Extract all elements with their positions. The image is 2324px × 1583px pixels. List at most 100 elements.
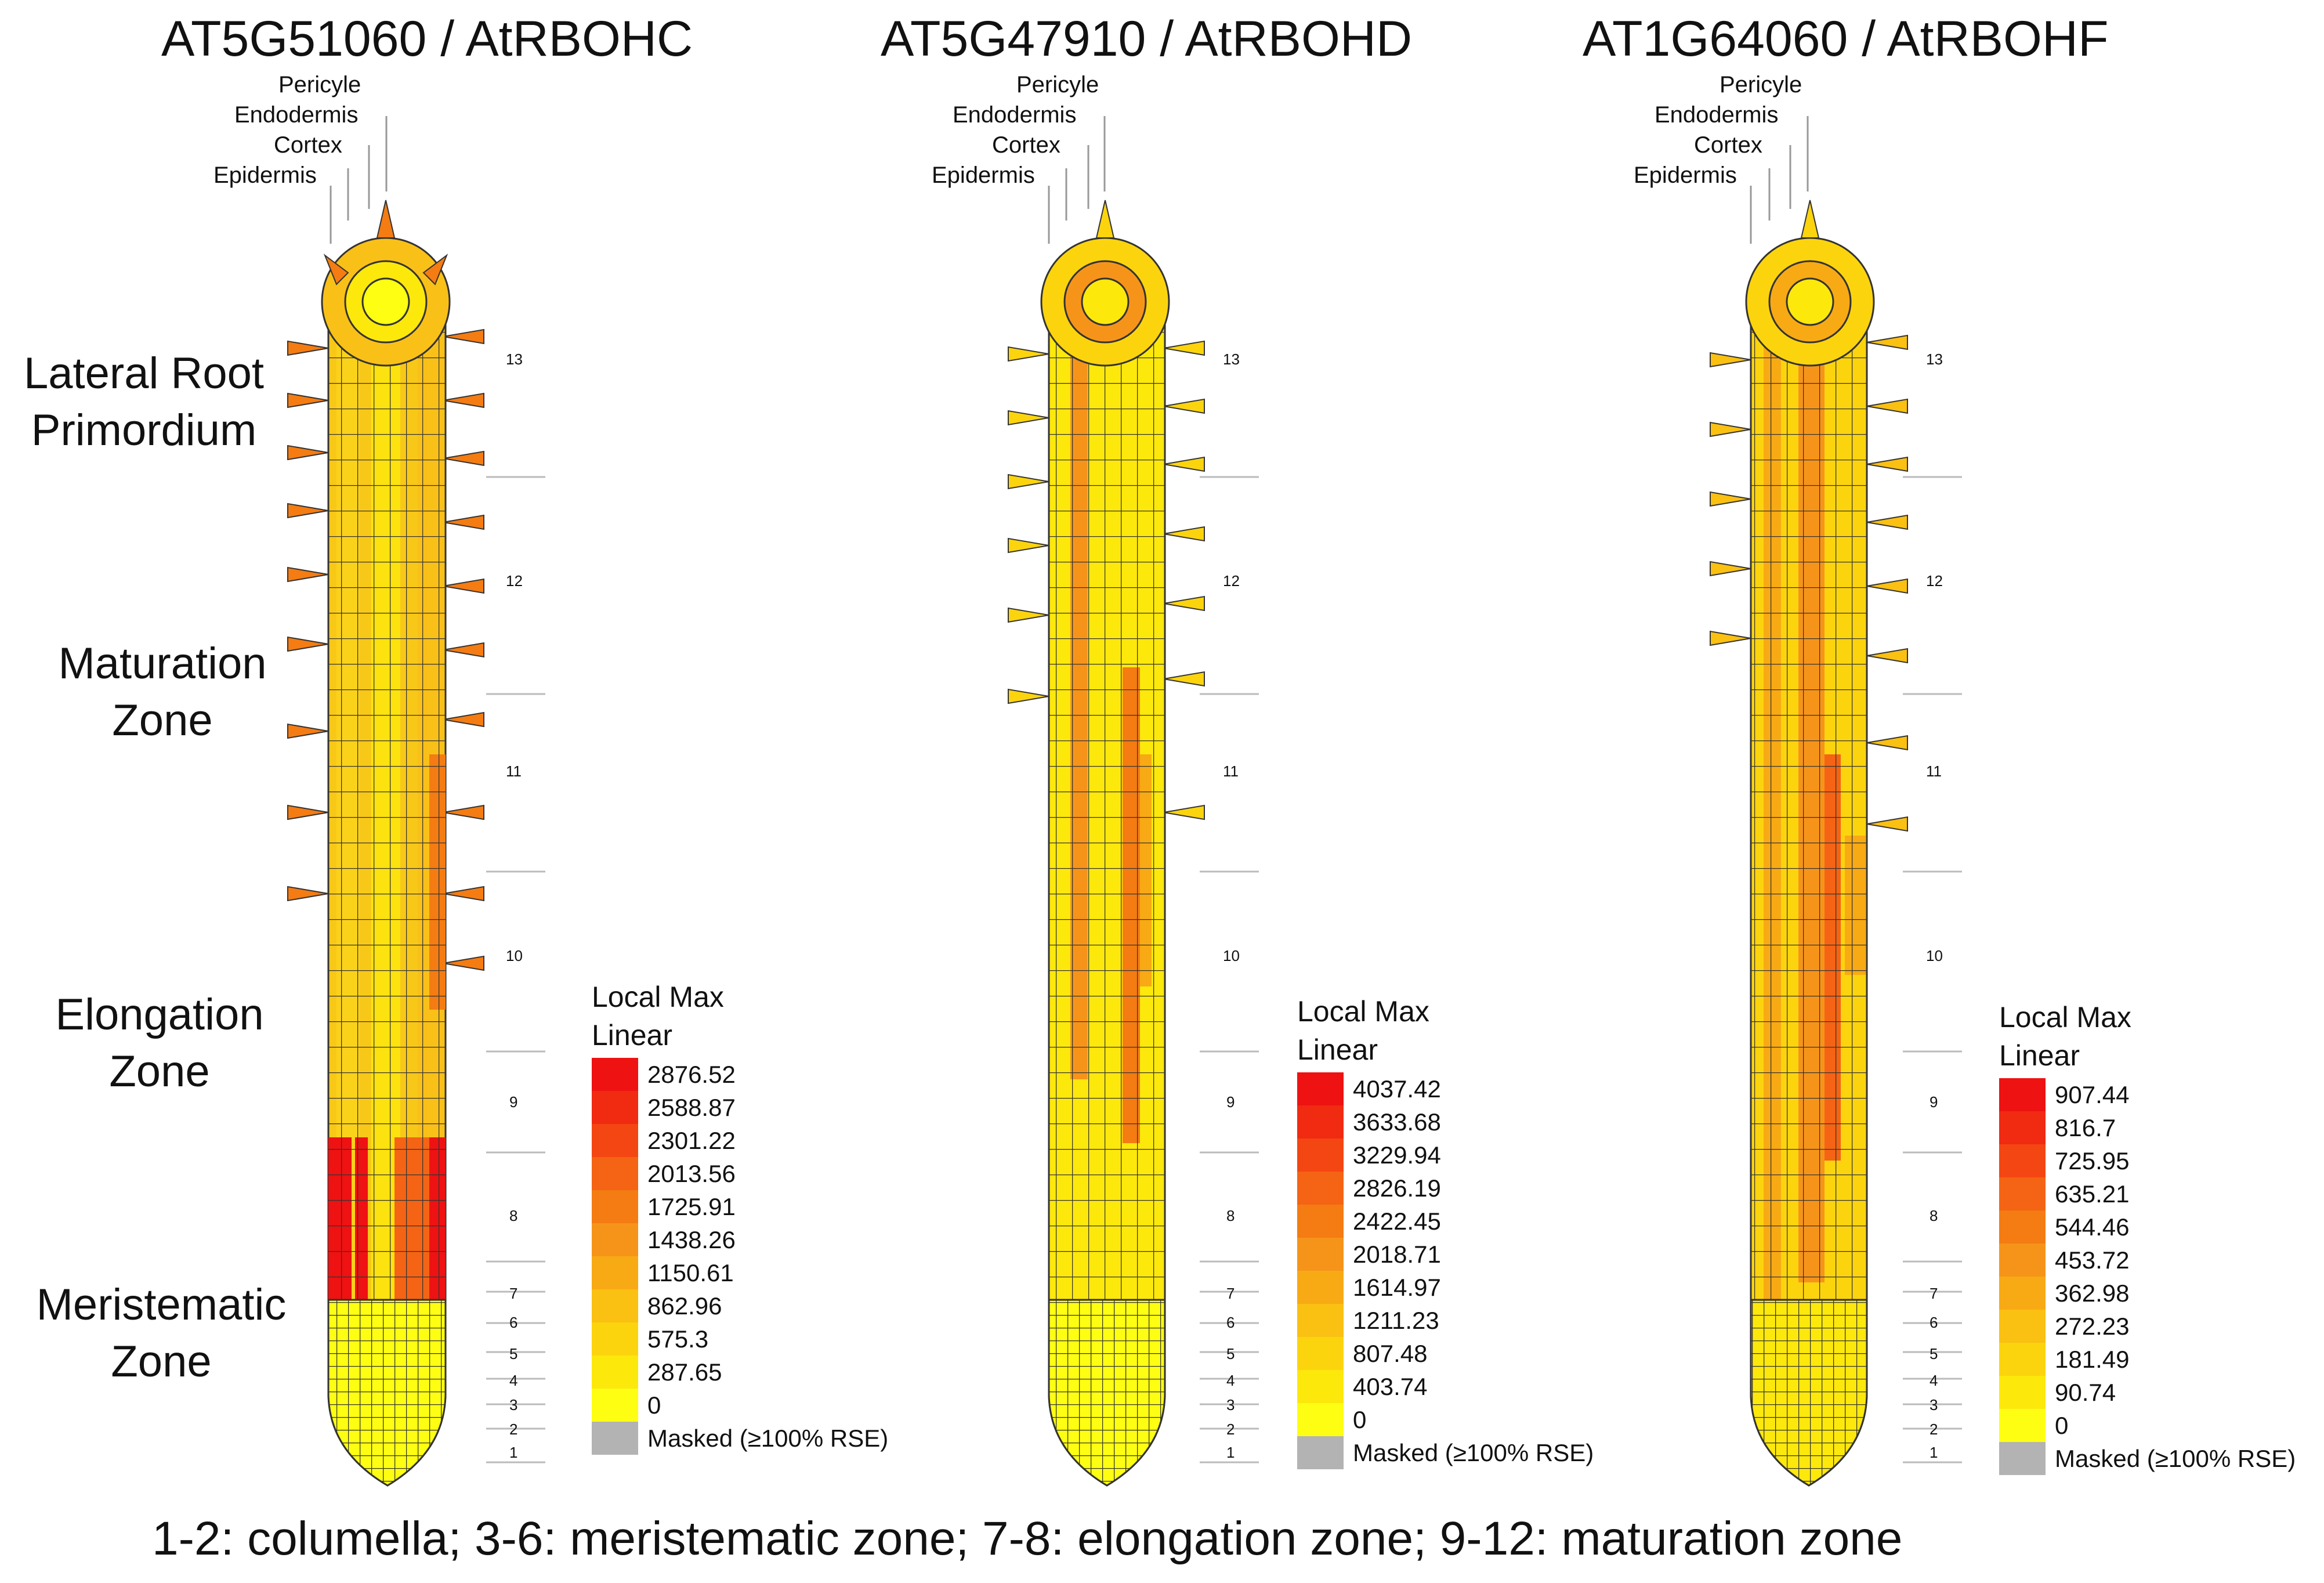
tissue-label-pericycle: Pericyle xyxy=(278,72,361,97)
zone-label-line: Elongation xyxy=(55,990,264,1039)
legend-value: 403.74 xyxy=(1353,1373,1428,1400)
legend-swatch xyxy=(592,1058,638,1091)
zone-label-maturation: Maturation Zone xyxy=(29,635,296,749)
segment-number: 5 xyxy=(1226,1345,1235,1362)
legend-value: 2588.87 xyxy=(647,1094,736,1121)
legend-value: 272.23 xyxy=(2055,1313,2130,1340)
segment-number: 7 xyxy=(509,1285,518,1302)
segment-number: 3 xyxy=(509,1396,518,1414)
zone-label-line: Zone xyxy=(112,696,213,745)
zone-label-line: Zone xyxy=(109,1047,210,1096)
legend-swatch xyxy=(592,1157,638,1190)
legend-swatch xyxy=(1297,1072,1344,1105)
tissue-label-cortex: Cortex xyxy=(992,132,1060,158)
tissue-label-endodermis: Endodermis xyxy=(1655,102,1779,128)
segment-number: 5 xyxy=(1930,1345,1938,1362)
panel-title-1: AT5G51060 / AtRBOHC xyxy=(161,11,693,67)
legend-swatch xyxy=(1999,1310,2046,1343)
legend-value: 0 xyxy=(2055,1412,2069,1439)
legend-swatch xyxy=(1999,1210,2046,1244)
zone-label-meristematic: Meristematic Zone xyxy=(28,1277,295,1390)
segment-number: 8 xyxy=(1226,1207,1235,1224)
tissue-label-pericycle: Pericyle xyxy=(1016,72,1099,97)
segment-number: 9 xyxy=(509,1093,518,1111)
legend-value: 453.72 xyxy=(2055,1246,2130,1274)
tissue-label-epidermis: Epidermis xyxy=(213,162,317,188)
root-panel-2 xyxy=(1008,116,1259,1487)
zone-label-lateral-root-primordium: Lateral Root Primordium xyxy=(10,345,277,459)
legend-swatch xyxy=(1297,1271,1344,1304)
legend-value: 544.46 xyxy=(2055,1213,2130,1241)
segment-number: 12 xyxy=(1223,572,1240,590)
legend-1: Local Max Linear 2876.52 2588.87 2301.22 20… xyxy=(592,978,963,1459)
segment-number: 13 xyxy=(506,350,523,368)
segment-number: 12 xyxy=(506,572,523,590)
segment-number: 13 xyxy=(1223,350,1240,368)
zone-label-elongation: Elongation Zone xyxy=(26,986,293,1100)
legend-swatch xyxy=(1297,1139,1344,1172)
legend-swatch xyxy=(1999,1144,2046,1177)
zone-label-line: Zone xyxy=(111,1337,212,1386)
segment-number: 8 xyxy=(1930,1207,1938,1224)
zone-label-line: Maturation xyxy=(58,639,267,688)
legend-value: 2018.71 xyxy=(1353,1241,1441,1268)
segment-number: 3 xyxy=(1930,1396,1938,1414)
legend-swatch xyxy=(1999,1078,2046,1111)
legend-value: 90.74 xyxy=(2055,1379,2116,1406)
legend-swatch xyxy=(1999,1343,2046,1376)
segment-number: 2 xyxy=(1226,1421,1235,1438)
segment-number: 6 xyxy=(1930,1314,1938,1331)
legend-swatch xyxy=(1297,1370,1344,1403)
tissue-label-cortex: Cortex xyxy=(274,132,342,158)
legend-swatch xyxy=(592,1223,638,1256)
legend-value: 816.7 xyxy=(2055,1114,2116,1141)
legend-heading: Local Max xyxy=(1999,1001,2131,1033)
legend-swatch xyxy=(592,1356,638,1389)
tissue-label-pericycle: Pericyle xyxy=(1720,72,1802,97)
segment-number: 12 xyxy=(1926,572,1943,590)
segment-number: 2 xyxy=(509,1421,518,1438)
legend-swatch xyxy=(1999,1244,2046,1277)
segment-number: 1 xyxy=(1930,1444,1938,1461)
legend-2: Local Max Linear 4037.42 3633.68 3229.94 28… xyxy=(1297,992,1668,1474)
segment-number: 6 xyxy=(509,1314,518,1331)
segment-number: 5 xyxy=(509,1345,518,1362)
legend-value: 1438.26 xyxy=(647,1226,736,1253)
legend-value: 725.95 xyxy=(2055,1147,2130,1174)
legend-value: 2826.19 xyxy=(1353,1174,1441,1202)
legend-swatch xyxy=(592,1256,638,1289)
segment-number: 10 xyxy=(1926,947,1943,964)
zone-label-line: Lateral Root xyxy=(23,349,265,398)
legend-value: 0 xyxy=(1353,1406,1367,1433)
legend-swatch xyxy=(1999,1409,2046,1442)
tissue-label-cortex: Cortex xyxy=(1694,132,1762,158)
legend-swatch xyxy=(1297,1238,1344,1271)
legend-value: 807.48 xyxy=(1353,1340,1428,1367)
legend-swatch xyxy=(1297,1205,1344,1238)
panel-title-3: AT1G64060 / AtRBOHF xyxy=(1583,11,2109,67)
legend-heading: Local Max xyxy=(1297,995,1429,1028)
legend-swatch-masked xyxy=(592,1422,638,1455)
legend-value: 2422.45 xyxy=(1353,1208,1441,1235)
segment-number: 2 xyxy=(1930,1421,1938,1438)
legend-scale-type: Linear xyxy=(592,1019,672,1051)
legend-scale-type: Linear xyxy=(1297,1033,1378,1066)
segment-number: 11 xyxy=(1926,762,1942,780)
legend-masked-label: Masked (≥100% RSE) xyxy=(647,1425,889,1452)
legend-swatch xyxy=(592,1389,638,1422)
legend-swatch xyxy=(1999,1177,2046,1210)
legend-value: 0 xyxy=(647,1392,661,1419)
segment-number: 3 xyxy=(1226,1396,1235,1414)
legend-value: 635.21 xyxy=(2055,1180,2130,1208)
legend-value: 3633.68 xyxy=(1353,1108,1441,1136)
legend-scale-type: Linear xyxy=(1999,1039,2080,1072)
legend-value: 1150.61 xyxy=(647,1259,734,1286)
legend-swatch xyxy=(1297,1403,1344,1436)
legend-value: 2013.56 xyxy=(647,1160,736,1187)
legend-heading: Local Max xyxy=(592,981,724,1013)
legend-value: 181.49 xyxy=(2055,1346,2130,1373)
segment-number: 9 xyxy=(1930,1093,1938,1111)
segment-number: 7 xyxy=(1930,1285,1938,1302)
legend-swatch-masked xyxy=(1999,1442,2046,1475)
